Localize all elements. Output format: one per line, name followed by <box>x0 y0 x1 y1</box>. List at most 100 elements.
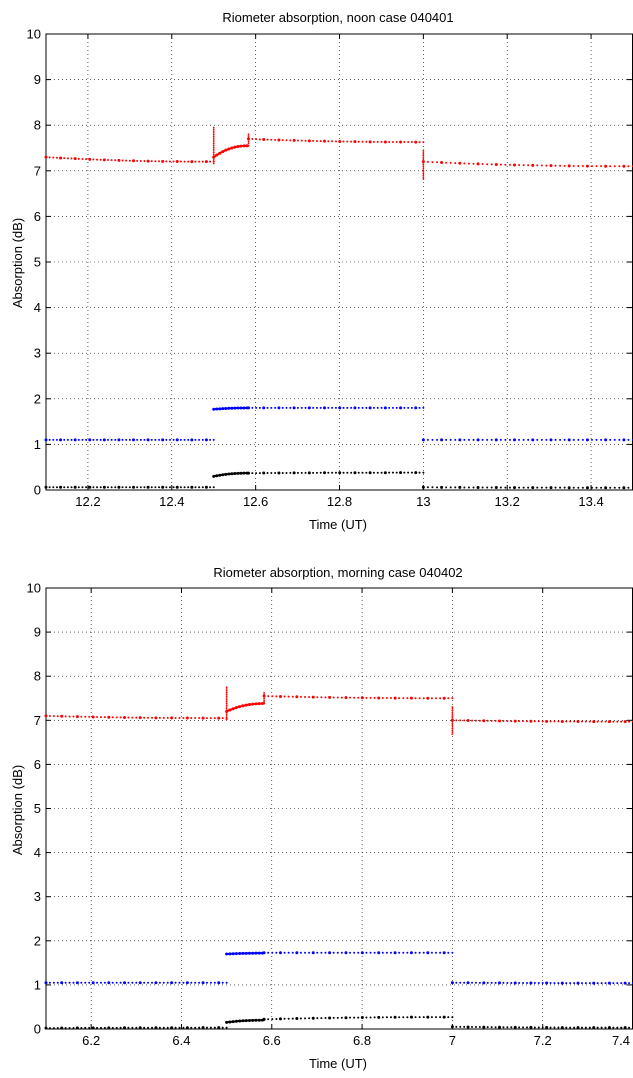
data-point <box>151 716 154 719</box>
data-point <box>247 471 251 475</box>
data-point <box>604 720 607 723</box>
data-point <box>373 951 376 954</box>
data-point <box>604 1026 607 1029</box>
data-point <box>590 486 593 489</box>
data-point <box>618 165 621 168</box>
data-point <box>403 141 406 144</box>
data-point <box>357 951 360 954</box>
data-point <box>127 981 130 984</box>
data-point <box>304 1017 307 1020</box>
data-point <box>372 406 375 409</box>
data-point <box>158 716 161 719</box>
data-point <box>281 406 284 409</box>
data-point <box>183 438 186 441</box>
data-point <box>421 438 425 442</box>
data-point <box>577 438 580 441</box>
data-point <box>498 981 501 985</box>
data-point <box>508 486 511 489</box>
data-point <box>545 719 549 723</box>
data-point <box>300 471 303 474</box>
data-point <box>275 951 278 954</box>
data-point <box>194 438 197 441</box>
data-point <box>403 471 406 474</box>
data-point <box>56 981 59 984</box>
data-series-3 <box>44 1015 633 1030</box>
data-point <box>372 140 375 143</box>
data-point <box>323 139 327 143</box>
data-point <box>369 696 372 699</box>
data-point <box>85 158 88 161</box>
data-point <box>212 133 215 136</box>
y-tick-label: 3 <box>34 346 41 361</box>
data-point <box>410 471 413 474</box>
data-point <box>311 1016 315 1020</box>
data-point <box>114 438 117 441</box>
data-point <box>360 696 364 700</box>
data-point <box>393 1015 397 1019</box>
data-point <box>513 438 517 442</box>
data-point <box>391 471 394 474</box>
data-point <box>212 146 215 149</box>
data-point <box>494 486 498 490</box>
data-point <box>277 471 281 475</box>
data-point <box>494 438 498 442</box>
data-point <box>132 485 135 489</box>
data-point <box>315 140 318 142</box>
data-point <box>361 406 364 409</box>
data-point <box>426 160 429 163</box>
data-point <box>554 486 557 489</box>
data-point <box>212 438 215 441</box>
data-point <box>209 486 212 489</box>
data-point <box>263 697 265 700</box>
data-point <box>212 160 215 163</box>
data-point <box>331 406 334 409</box>
data-point <box>323 471 327 475</box>
data-point <box>536 486 539 489</box>
data-point <box>292 138 296 142</box>
data-point <box>64 1027 67 1030</box>
data-point <box>88 715 91 718</box>
data-point <box>513 486 517 490</box>
data-point <box>107 715 111 719</box>
data-point <box>64 715 67 718</box>
data-point <box>541 1026 544 1029</box>
data-point <box>311 951 315 955</box>
data-point <box>383 406 387 410</box>
data-point <box>263 692 265 694</box>
data-point <box>407 471 410 474</box>
data-point <box>451 727 454 730</box>
data-point <box>75 981 79 985</box>
data-point <box>107 1026 111 1030</box>
data-point <box>201 486 204 489</box>
data-point <box>573 720 576 723</box>
data-point <box>55 486 58 489</box>
y-tick-label: 9 <box>34 625 41 640</box>
data-point <box>380 471 383 474</box>
data-point <box>72 715 75 718</box>
data-point <box>618 486 621 489</box>
data-point <box>584 982 587 985</box>
data-point <box>283 695 286 698</box>
data-point <box>198 438 201 441</box>
data-point <box>350 406 353 409</box>
data-point <box>426 696 430 700</box>
data-point <box>504 438 507 441</box>
data-point <box>146 159 150 163</box>
data-point <box>92 438 95 441</box>
data-point <box>327 140 330 143</box>
data-point <box>463 1025 466 1028</box>
data-point <box>481 486 484 489</box>
data-point <box>190 981 193 984</box>
x-tick-label: 13.2 <box>495 494 520 509</box>
data-point <box>395 471 398 474</box>
data-point <box>190 438 194 442</box>
data-point <box>486 981 489 984</box>
data-point <box>194 717 197 720</box>
data-point <box>154 1026 158 1030</box>
data-point <box>143 716 146 719</box>
data-point <box>247 144 250 147</box>
data-point <box>431 486 434 489</box>
data-point <box>73 485 77 489</box>
data-point <box>319 471 322 474</box>
data-point <box>328 695 332 699</box>
